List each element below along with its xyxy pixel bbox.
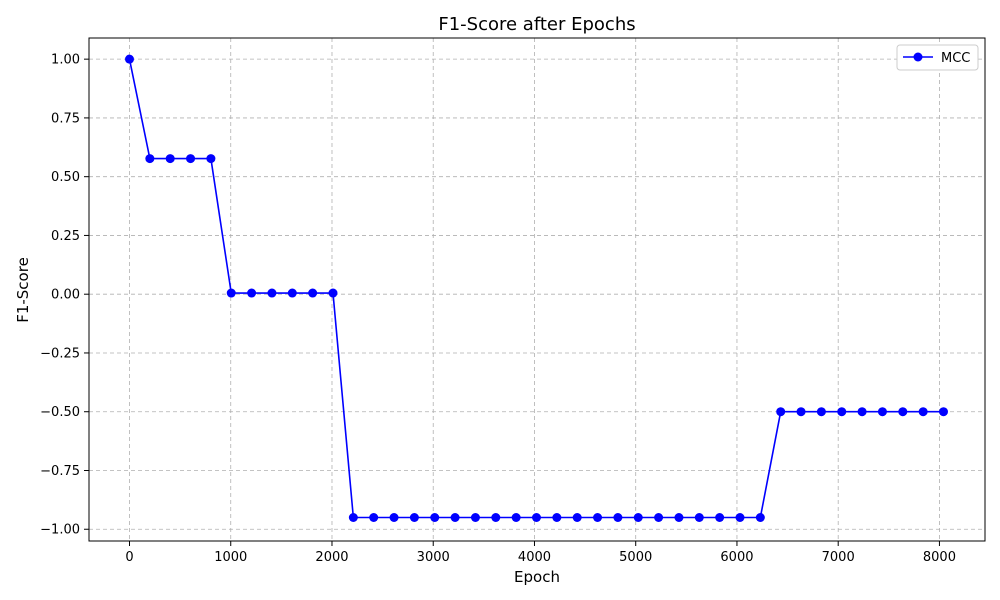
x-tick-label: 4000	[518, 550, 551, 565]
data-point	[186, 154, 196, 164]
x-tick-label: 3000	[417, 550, 450, 565]
data-point	[837, 407, 847, 417]
x-tick-label: 7000	[822, 550, 855, 565]
x-tick-label: 2000	[315, 550, 348, 565]
data-point	[287, 288, 297, 298]
plot-frame	[88, 37, 986, 542]
data-point	[247, 288, 257, 298]
data-point	[816, 407, 826, 417]
data-point	[409, 512, 419, 522]
data-point	[938, 407, 948, 417]
grid-lines	[89, 38, 985, 541]
data-point	[613, 512, 623, 522]
x-tick-label: 8000	[923, 550, 956, 565]
data-point	[470, 512, 480, 522]
legend-label-mcc: MCC	[941, 51, 970, 66]
x-tick-label: 5000	[619, 550, 652, 565]
data-point	[124, 54, 134, 64]
data-point	[796, 407, 806, 417]
data-point	[348, 512, 358, 522]
series-line-mcc	[128, 58, 944, 519]
x-axis-ticks: 0 1000 2000 3000 4000 5000 6000 7000 8000	[125, 541, 956, 565]
data-point	[715, 512, 725, 522]
y-tick-label: 0.75	[51, 111, 80, 126]
x-tick-label: 0	[125, 550, 133, 565]
legend: MCC	[896, 44, 979, 71]
data-point	[491, 512, 501, 522]
legend-box	[896, 44, 979, 71]
y-tick-label: −1.00	[40, 523, 80, 538]
data-point	[593, 512, 603, 522]
data-point	[857, 407, 867, 417]
data-point	[206, 154, 216, 164]
data-point	[755, 512, 765, 522]
data-point	[735, 512, 745, 522]
data-point	[267, 288, 277, 298]
data-point	[776, 407, 786, 417]
data-point	[633, 512, 643, 522]
data-point	[654, 512, 664, 522]
legend-marker-swatch	[913, 52, 923, 62]
data-point	[145, 154, 155, 164]
data-point	[898, 407, 908, 417]
data-point	[511, 512, 521, 522]
y-tick-label: −0.25	[40, 346, 80, 361]
y-tick-label: 0.00	[51, 288, 80, 303]
data-layer	[124, 54, 948, 522]
data-point	[165, 154, 175, 164]
data-point	[552, 512, 562, 522]
y-axis-ticks: −1.00 −0.75 −0.50 −0.25 0.00 0.25 0.50 0.75 1.00	[40, 53, 89, 538]
y-tick-label: 0.25	[51, 229, 80, 244]
data-point	[918, 407, 928, 417]
data-point	[572, 512, 582, 522]
data-point	[328, 288, 338, 298]
chart-title: F1-Score after Epochs	[438, 14, 635, 35]
y-tick-label: −0.50	[40, 405, 80, 420]
x-tick-label: 1000	[214, 550, 247, 565]
y-tick-label: −0.75	[40, 464, 80, 479]
x-tick-label: 6000	[720, 550, 753, 565]
data-point	[369, 512, 379, 522]
data-point	[674, 512, 684, 522]
y-tick-label: 0.50	[51, 170, 80, 185]
data-point	[389, 512, 399, 522]
data-point	[531, 512, 541, 522]
data-point	[226, 288, 236, 298]
data-point	[450, 512, 460, 522]
data-point	[694, 512, 704, 522]
data-point	[430, 512, 440, 522]
y-tick-label: 1.00	[51, 53, 80, 68]
data-point	[877, 407, 887, 417]
y-axis-label: F1-Score	[14, 257, 32, 323]
x-axis-label: Epoch	[514, 568, 560, 586]
data-point	[308, 288, 318, 298]
